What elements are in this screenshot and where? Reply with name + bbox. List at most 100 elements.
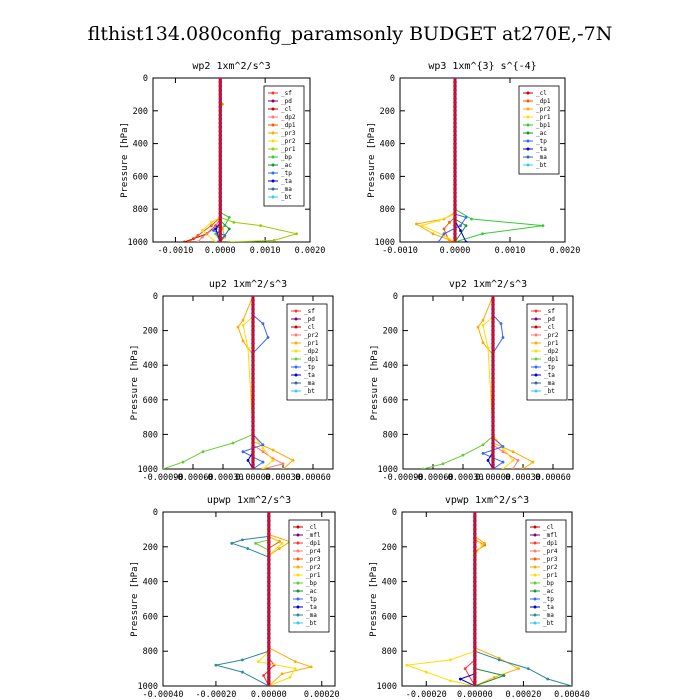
x-tick-label: 0.00060 bbox=[535, 473, 571, 483]
legend-label: _ta bbox=[306, 604, 317, 611]
x-tick-label: -0.0010 bbox=[158, 246, 194, 256]
series-point bbox=[281, 462, 285, 466]
series-point bbox=[546, 677, 550, 681]
legend-marker bbox=[294, 325, 298, 329]
zero-profile-marker bbox=[453, 223, 457, 228]
zero-profile-marker bbox=[453, 137, 457, 142]
y-tick-label: 0 bbox=[392, 508, 397, 518]
legend-label: _ac bbox=[543, 588, 554, 595]
zero-profile-marker bbox=[473, 666, 477, 671]
legend-label: _pr1 bbox=[544, 340, 559, 347]
zero-profile-marker bbox=[218, 178, 223, 183]
series-point bbox=[291, 458, 295, 462]
series-line-tp bbox=[438, 78, 467, 242]
zero-profile-marker bbox=[267, 536, 271, 540]
x-tick-label: 0.0010 bbox=[250, 246, 281, 256]
legend-marker bbox=[271, 155, 275, 159]
series-point bbox=[481, 452, 485, 455]
zero-profile-marker bbox=[453, 215, 457, 220]
legend-marker bbox=[533, 589, 537, 593]
series-point bbox=[405, 663, 409, 667]
zero-profile-marker bbox=[453, 150, 457, 154]
zero-profile-marker bbox=[491, 296, 495, 298]
zero-profile-marker bbox=[491, 419, 495, 424]
series-point bbox=[240, 658, 244, 662]
legend: _cl_mfl_dp1_pr4_pr3_pr2_pr1_bp_ac_tp_ta_… bbox=[288, 519, 330, 633]
zero-profile-marker bbox=[453, 100, 457, 105]
series-line-pr2 bbox=[474, 512, 520, 686]
zero-profile-marker bbox=[453, 174, 457, 179]
legend: _sf_pd_cl_pr2_pr1_dp2_dp1_tp_ta_ma_bt bbox=[526, 303, 568, 401]
x-tick-label: -0.00040 bbox=[143, 690, 184, 700]
series-point bbox=[481, 341, 485, 345]
x-tick-label: -0.00020 bbox=[195, 690, 236, 700]
zero-profile-marker bbox=[491, 432, 495, 437]
series-point bbox=[464, 240, 468, 242]
y-tick-label: 600 bbox=[380, 172, 395, 182]
zero-profile-marker bbox=[218, 211, 223, 216]
legend-marker bbox=[533, 613, 537, 617]
series-line-bp bbox=[215, 78, 230, 242]
series-line-dp1 bbox=[188, 78, 221, 242]
panel-6: vpwp 1xm^2/s^3 0 200 400 600 800 1000 -0.00020 0… bbox=[369, 495, 590, 700]
legend-label: _pr2 bbox=[306, 564, 321, 571]
legend-label: _pd bbox=[281, 98, 292, 105]
zero-profile-marker bbox=[453, 236, 457, 240]
zero-profile-marker bbox=[491, 441, 495, 445]
series-point bbox=[295, 232, 298, 236]
zero-profile-marker bbox=[267, 645, 271, 649]
zero-profile-marker bbox=[251, 337, 255, 342]
legend-label: _sf bbox=[544, 308, 555, 315]
zero-profile-marker bbox=[473, 640, 477, 645]
legend-label: _pr3 bbox=[306, 556, 321, 563]
zero-profile-marker bbox=[473, 553, 477, 558]
zero-profile-marker bbox=[453, 232, 457, 236]
zero-profile-marker bbox=[267, 627, 271, 632]
series-point bbox=[497, 658, 501, 662]
zero-profile-marker bbox=[267, 579, 271, 584]
series-point bbox=[570, 684, 572, 686]
series-point bbox=[241, 339, 245, 343]
zero-profile-marker bbox=[491, 354, 495, 359]
zero-profile-marker bbox=[251, 315, 255, 320]
x-tick-label: -0.00090 bbox=[383, 473, 424, 483]
zero-profile-marker bbox=[453, 78, 457, 80]
legend-marker bbox=[294, 373, 298, 377]
series-line-pr2 bbox=[201, 78, 221, 242]
zero-profile-marker bbox=[251, 389, 255, 393]
zero-profile-marker bbox=[453, 109, 457, 113]
zero-profile-marker bbox=[473, 514, 477, 519]
legend-label: _ta bbox=[544, 372, 555, 379]
legend-label: _dp2 bbox=[544, 348, 559, 355]
zero-profile-marker bbox=[218, 170, 223, 175]
legend-box bbox=[525, 519, 567, 633]
legend-label: _dp1 bbox=[543, 540, 558, 547]
legend-marker bbox=[526, 107, 530, 111]
zero-profile-marker bbox=[473, 558, 477, 562]
zero-profile-marker bbox=[473, 531, 477, 536]
zero-profile-marker bbox=[491, 454, 495, 458]
zero-profile-marker bbox=[453, 191, 457, 195]
zero-profile-marker bbox=[453, 141, 457, 146]
series-point bbox=[230, 541, 234, 545]
zero-profile-marker bbox=[473, 610, 477, 614]
series-point bbox=[470, 217, 473, 221]
legend-marker bbox=[294, 341, 298, 345]
y-tick-label: 400 bbox=[143, 361, 158, 371]
zero-profile-marker bbox=[251, 428, 255, 432]
legend-marker bbox=[533, 565, 537, 569]
zero-profile-marker bbox=[473, 671, 477, 675]
legend-label: _pd bbox=[544, 316, 555, 323]
zero-profile-marker bbox=[218, 121, 223, 125]
zero-profile-marker bbox=[453, 195, 457, 199]
zero-profile-marker bbox=[453, 84, 457, 88]
zero-profile-marker bbox=[491, 315, 495, 320]
zero-profile-marker bbox=[473, 527, 477, 532]
legend-label: _pr1 bbox=[536, 114, 551, 121]
series-point bbox=[486, 458, 490, 462]
zero-profile-marker bbox=[491, 363, 495, 368]
series-point bbox=[448, 240, 451, 242]
series-point bbox=[212, 229, 215, 232]
legend-label: _ta bbox=[281, 178, 292, 185]
legend-label: _ac bbox=[306, 588, 317, 595]
